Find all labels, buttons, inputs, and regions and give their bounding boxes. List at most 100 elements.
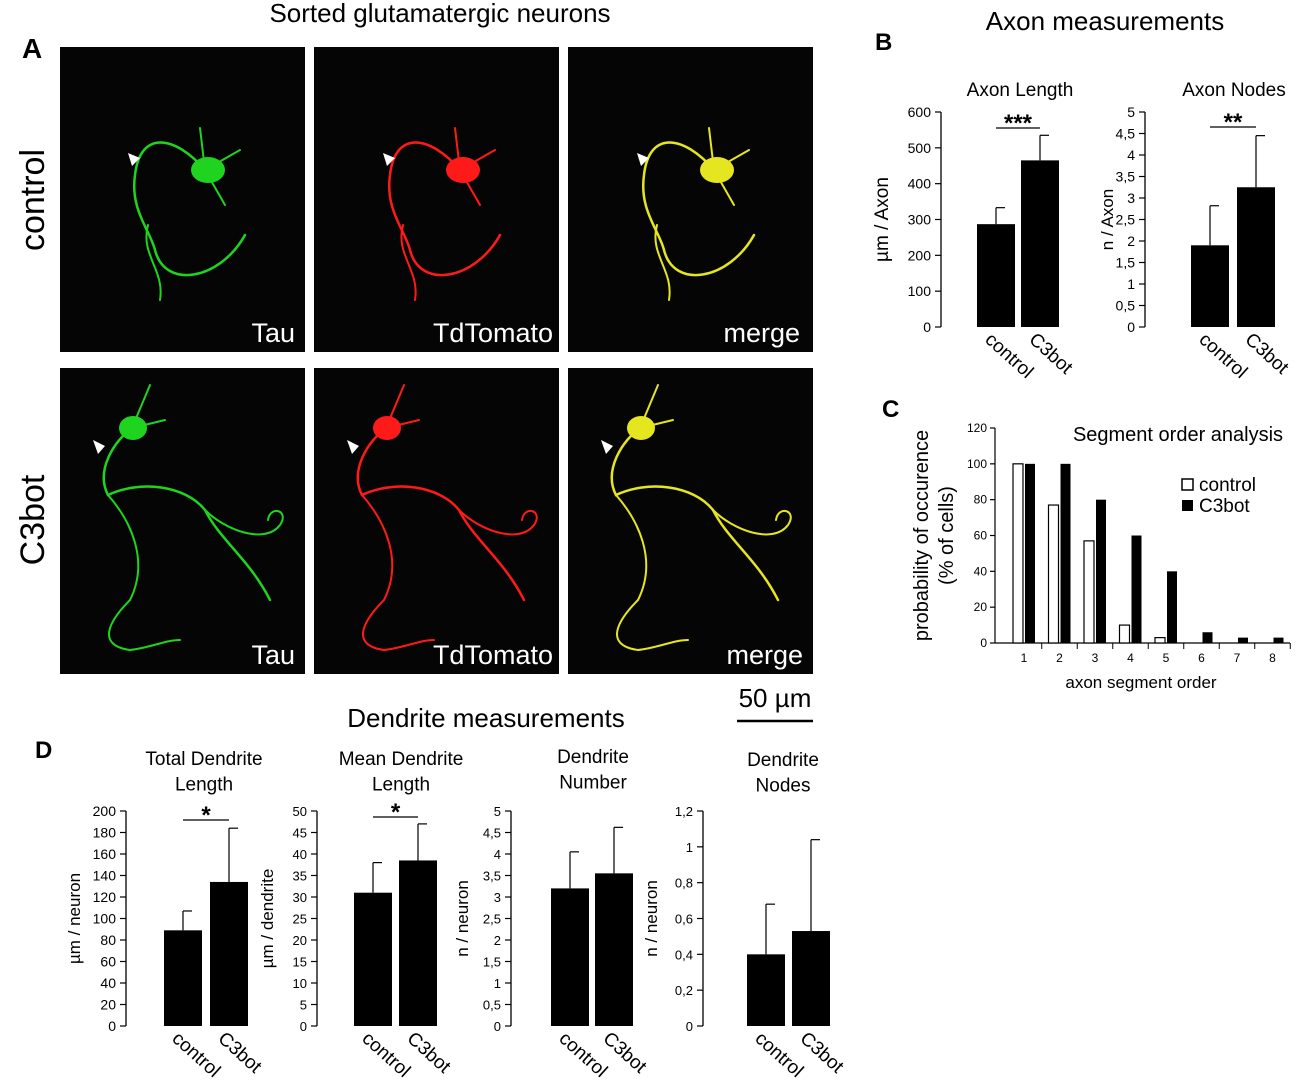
x-tick-label: 1 [1021, 651, 1028, 665]
y-axis-label: µm / dendrite [258, 869, 277, 969]
y-tick-label: 200 [908, 247, 932, 263]
chart-title: Mean Dendrite [339, 749, 464, 770]
panel-c-letter: C [882, 396, 899, 423]
chart-title: Axon Nodes [1182, 80, 1286, 101]
bar-control [747, 954, 785, 1026]
micrograph-tile: Tau [60, 368, 305, 674]
y-tick-label: 45 [293, 826, 307, 841]
arrowhead-marker [601, 440, 613, 454]
chart-title-line2: Length [372, 775, 430, 796]
y-tick-label: 4,5 [483, 826, 501, 841]
bar-c3bot [210, 881, 248, 1026]
y-tick-label: 1 [494, 976, 501, 991]
x-tick-label: 5 [1163, 651, 1170, 665]
y-tick-label: 5 [494, 804, 501, 819]
significance-stars: *** [1004, 110, 1033, 137]
y-tick-label: 0,4 [675, 947, 693, 962]
x-category-label: control [555, 1028, 611, 1082]
chart-title: Axon Length [967, 80, 1074, 101]
micrograph-tile: Tau [60, 47, 305, 352]
bar-control [551, 888, 589, 1026]
x-category-label: control [981, 329, 1037, 383]
panel-a-letter: A [22, 33, 42, 64]
y-axis-label: probability of occurence [911, 430, 933, 641]
y-tick-label: 35 [293, 869, 307, 884]
neuron-soma [627, 416, 655, 440]
y-tick-label: 500 [908, 140, 932, 156]
y-tick-label: 25 [293, 912, 307, 927]
panel-d-title: Dendrite measurements [347, 703, 624, 733]
y-tick-label: 0 [1127, 319, 1135, 335]
significance-stars: * [201, 802, 211, 829]
y-tick-label: 0 [300, 1019, 307, 1034]
y-tick-label: 80 [974, 493, 988, 507]
arrowhead-marker [637, 153, 649, 166]
y-tick-label: 0 [980, 636, 987, 650]
bar-c3bot [1021, 160, 1059, 327]
y-tick-label: 100 [967, 457, 987, 471]
chart-title-line2: Number [559, 773, 627, 794]
y-tick-label: 180 [93, 825, 117, 841]
bar-c3bot [1237, 187, 1275, 327]
y-tick-label: 30 [293, 890, 307, 905]
bar-c3bot [1273, 637, 1284, 643]
panel-b-title: Axon measurements [986, 6, 1224, 36]
arrowhead-marker [383, 153, 395, 166]
chart-title: Dendrite [557, 747, 629, 768]
chart-title: Total Dendrite [145, 749, 262, 770]
arrowhead-marker [347, 440, 359, 454]
x-tick-label: 6 [1198, 651, 1205, 665]
chart-axon-length: Axon Length 0 100 200 300 400 500 600 µm / Axon c… [872, 80, 1077, 383]
y-tick-label: 600 [908, 104, 932, 120]
panel-b-letter: B [875, 29, 892, 56]
y-axis-label: n / neuron [642, 880, 661, 957]
bar-c3bot [792, 931, 830, 1026]
y-tick-label: 0,5 [483, 998, 501, 1013]
tile-label: merge [726, 640, 803, 670]
chart-mean-dendrite-length: Mean Dendrite Length 0 5 10 15 20 25 30 35 40 45 50 µ… [258, 749, 463, 1082]
y-tick-label: 5 [1127, 104, 1135, 120]
x-tick-label: 8 [1269, 651, 1276, 665]
chart-title: Dendrite [747, 750, 819, 771]
significance-stars: * [391, 799, 401, 826]
bar-control [164, 930, 202, 1026]
y-tick-label: 0 [686, 1019, 693, 1034]
y-tick-label: 2,5 [483, 912, 501, 927]
panel-c: C Segment order analysis 0 20 40 60 80 100 120 p… [882, 396, 1291, 692]
neuron-soma [119, 416, 147, 440]
y-tick-label: 1,5 [1116, 255, 1136, 271]
y-tick-label: 3,5 [483, 869, 501, 884]
y-tick-label: 0,2 [675, 983, 693, 998]
bar-control [1083, 540, 1095, 644]
x-axis-label: axon segment order [1065, 673, 1217, 692]
y-tick-label: 4 [494, 847, 501, 862]
x-category-label: C3bot [403, 1028, 455, 1078]
chart-axon-nodes: Axon Nodes 0 0,5 1 1,5 2 2,5 3 3,5 4 4,5 5 n / Axon c… [1098, 80, 1293, 383]
bar-c3bot [1025, 463, 1035, 643]
y-tick-label: 120 [967, 421, 987, 435]
legend-label-control: control [1199, 475, 1256, 496]
bar-c3bot [595, 873, 633, 1026]
tile-label: Tau [251, 640, 295, 670]
y-tick-label: 140 [93, 868, 117, 884]
y-tick-label: 80 [100, 932, 116, 948]
y-tick-label: 3 [1127, 190, 1135, 206]
chart-dendrite-nodes: Dendrite Nodes 0 0,2 0,4 0,6 0,8 1 1,2 n / neuron… [642, 750, 848, 1082]
y-tick-label: 400 [908, 176, 932, 192]
panel-a: Sorted glutamatergic neurons A control C… [14, 0, 813, 723]
y-tick-label: 10 [293, 976, 307, 991]
panel-d: D Dendrite measurements Total Dendrite Le… [35, 703, 848, 1082]
y-tick-label: 5 [300, 998, 307, 1013]
y-tick-label: 20 [293, 933, 307, 948]
bar-c3bot [1238, 637, 1248, 643]
y-tick-label: 2,5 [1116, 212, 1136, 228]
x-category-label: control [751, 1028, 807, 1082]
panel-b: B Axon measurements Axon Length010020030… [872, 6, 1293, 383]
y-tick-label: 0 [923, 319, 931, 335]
y-tick-label: 160 [93, 846, 117, 862]
y-tick-label: 0 [494, 1019, 501, 1034]
legend-label-c3bot: C3bot [1199, 496, 1250, 517]
neuron-soma [373, 416, 401, 440]
y-tick-label: 15 [293, 955, 307, 970]
